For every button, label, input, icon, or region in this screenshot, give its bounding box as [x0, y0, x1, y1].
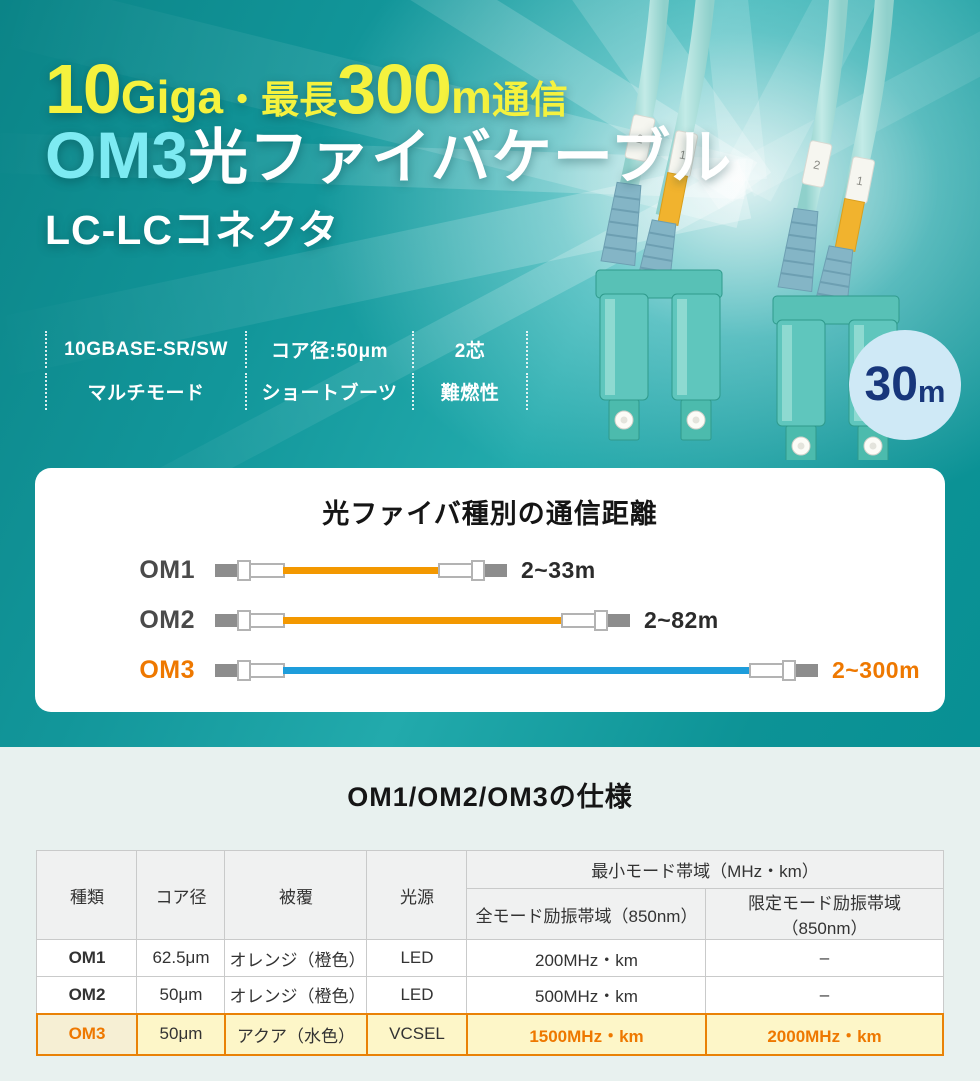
cell-jacket: オレンジ（橙色）: [224, 976, 368, 1014]
badge-flame-retardant: 難燃性: [412, 373, 528, 410]
badge-multimode: マルチモード: [45, 373, 245, 410]
col-header-jacket: 被覆: [224, 850, 368, 940]
col-header-core: コア径: [136, 850, 226, 940]
headline-giga: Giga: [120, 71, 224, 123]
col-header-bandwidth-group: 最小モード帯域（MHz・km）: [466, 850, 944, 889]
cell-full-band: 500MHz・km: [466, 976, 707, 1014]
length-value: 30: [864, 358, 918, 411]
headline-line1: 10Giga・最長300m通信: [45, 54, 568, 124]
row-label: OM3: [139, 655, 195, 684]
connector-plug-icon: [749, 662, 785, 678]
distance-chart-title: 光ファイバ種別の通信距離: [322, 499, 658, 529]
cable-stub-icon: [605, 613, 630, 627]
cable-line: [283, 666, 751, 674]
cell-core: 50μm: [136, 976, 226, 1014]
cable-graphic: [215, 609, 630, 631]
connector-square-icon: [594, 609, 608, 631]
cell-type: OM2: [36, 976, 138, 1014]
badge-core-diameter: コア径:50μm: [245, 331, 412, 368]
cable-line: [283, 616, 563, 624]
cell-full-band: 1500MHz・km: [465, 1012, 707, 1056]
connector-square-icon: [471, 559, 485, 581]
connector-square-icon: [237, 559, 251, 581]
spec-section: OM1/OM2/OM3の仕様 種類 コア径 被覆 光源 最小モード帯域（MHz・…: [0, 747, 980, 1081]
connector-square-icon: [782, 659, 796, 681]
cell-source: VCSEL: [365, 1012, 468, 1056]
distance-row-om2: OM2 2~82m: [35, 595, 945, 645]
headline-m: m: [450, 71, 492, 123]
cell-limited-band: –: [705, 939, 944, 977]
spec-row-om2: OM2 50μm オレンジ（橙色） LED 500MHz・km –: [36, 976, 944, 1014]
col-header-limited-mode: 限定モード励振帯域（850nm）: [705, 888, 944, 940]
cell-limited-band: 2000MHz・km: [704, 1012, 945, 1056]
cell-source: LED: [366, 939, 468, 977]
cell-limited-band: –: [705, 976, 944, 1014]
row-label: OM1: [139, 555, 195, 584]
col-header-source: 光源: [366, 850, 468, 940]
feature-badges: 10GBASE-SR/SW コア径:50μm 2芯 マルチモード ショートブーツ…: [45, 331, 528, 410]
col-header-full-mode: 全モード励振帯域（850nm）: [466, 888, 707, 940]
cable-stub-icon: [793, 663, 818, 677]
distance-row-om3: OM3 2~300m: [35, 645, 945, 695]
cable-stub-icon: [215, 563, 240, 577]
col-header-type: 種類: [36, 850, 138, 940]
headline-fiber-cable: 光ファイバケーブル: [188, 124, 733, 191]
headline-saicho: ・最長: [223, 80, 338, 122]
connector-plug-icon: [249, 562, 285, 578]
row-distance: 2~300m: [832, 656, 921, 683]
length-unit: m: [917, 373, 946, 409]
connector-plug-icon: [249, 662, 285, 678]
spec-row-om1: OM1 62.5μm オレンジ（橙色） LED 200MHz・km –: [36, 939, 944, 977]
distance-row-om1: OM1 2~33m: [35, 545, 945, 595]
distance-chart-rows: OM1 2~33m OM2 2~82m OM3 2~300m: [35, 545, 945, 695]
cell-jacket: アクア（水色）: [223, 1012, 368, 1056]
cell-full-band: 200MHz・km: [466, 939, 707, 977]
cable-line: [283, 566, 440, 574]
spec-title: OM1/OM2/OM3の仕様: [347, 782, 633, 812]
headline-tsushin: 通信: [491, 80, 568, 122]
lc-duplex-connector-left: [596, 0, 722, 440]
badge-10gbase: 10GBASE-SR/SW: [45, 331, 245, 368]
connector-square-icon: [237, 609, 251, 631]
length-badge: 30 m: [849, 330, 961, 440]
headline-om3: OM3: [45, 118, 189, 192]
cell-type: OM1: [36, 939, 138, 977]
headline-line3-connector: LC-LCコネクタ: [45, 207, 340, 253]
cell-jacket: オレンジ（橙色）: [224, 939, 368, 977]
badge-2core: 2芯: [412, 331, 528, 368]
cable-graphic: [215, 559, 507, 581]
cell-core: 62.5μm: [136, 939, 226, 977]
cable-stub-icon: [215, 663, 240, 677]
row-distance: 2~82m: [644, 606, 719, 633]
connector-plug-icon: [561, 612, 597, 628]
cable-stub-icon: [482, 563, 507, 577]
cable-graphic: [215, 659, 818, 681]
row-label: OM2: [139, 605, 195, 634]
connector-plug-icon: [438, 562, 474, 578]
distance-chart-card: 光ファイバ種別の通信距離 OM1 2~33m OM2 2~82m OM3: [35, 468, 945, 712]
headline-line2: OM3光ファイバケーブル: [45, 122, 732, 188]
cell-source: LED: [366, 976, 468, 1014]
badge-short-boots: ショートブーツ: [245, 373, 412, 410]
cell-core: 50μm: [135, 1012, 226, 1056]
cable-stub-icon: [215, 613, 240, 627]
connector-plug-icon: [249, 612, 285, 628]
headline-10: 10: [45, 50, 122, 128]
headline-300: 300: [337, 50, 452, 128]
spec-table: 種類 コア径 被覆 光源 最小モード帯域（MHz・km） 全モード励振帯域（85…: [35, 850, 945, 1056]
row-distance: 2~33m: [521, 556, 596, 583]
connector-square-icon: [237, 659, 251, 681]
spec-row-om3-highlighted: OM3 50μm アクア（水色） VCSEL 1500MHz・km 2000MH…: [35, 1012, 945, 1056]
cell-type: OM3: [35, 1012, 138, 1056]
